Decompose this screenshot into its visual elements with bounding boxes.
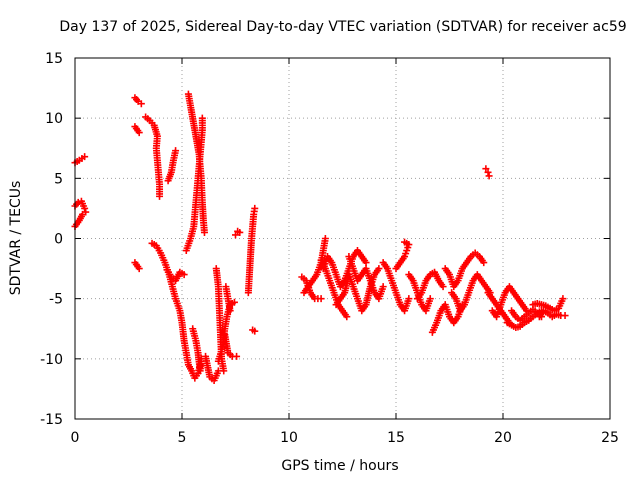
data-point	[251, 327, 259, 335]
data-point	[200, 228, 208, 236]
tick-labels: 0 5 10 15 20 25 -15 -10 -5 0 5 10 15	[40, 51, 619, 446]
x-tick-label: 15	[387, 430, 405, 446]
data-point	[135, 265, 143, 273]
grid	[75, 58, 610, 419]
y-tick-label: 0	[54, 232, 63, 248]
data-point	[230, 298, 238, 306]
y-tick-label: 15	[45, 51, 63, 67]
data-points	[71, 90, 569, 384]
data-point	[81, 153, 89, 161]
data-point	[321, 235, 329, 242]
data-point	[74, 198, 82, 206]
x-axis-label: GPS time / hours	[281, 458, 398, 474]
data-point	[401, 238, 409, 246]
data-point	[317, 295, 325, 303]
data-point	[226, 307, 234, 315]
data-point	[375, 265, 383, 273]
data-point	[362, 259, 370, 267]
data-point	[236, 228, 244, 236]
y-tick-label: -15	[40, 412, 63, 428]
data-point	[484, 168, 492, 176]
x-tick-label: 25	[601, 430, 619, 446]
data-point	[198, 114, 206, 122]
data-point	[405, 295, 413, 303]
data-point	[232, 231, 239, 239]
data-point	[180, 271, 188, 279]
axis-ticks	[74, 57, 611, 420]
data-point	[137, 100, 145, 108]
data-point	[343, 313, 351, 321]
data-point	[379, 283, 387, 291]
data-point	[81, 204, 89, 212]
chart-title: Day 137 of 2025, Sidereal Day-to-day VTE…	[59, 19, 626, 35]
data-point	[561, 312, 569, 320]
y-tick-label: 5	[54, 171, 63, 187]
data-point	[251, 204, 259, 212]
data-point	[220, 367, 228, 375]
data-point	[482, 165, 490, 173]
data-point	[559, 295, 567, 303]
x-tick-label: 20	[494, 430, 512, 446]
y-tick-label: 10	[45, 111, 63, 127]
data-point	[233, 352, 241, 360]
y-axis-label: SDTVAR / TECUs	[8, 181, 24, 296]
data-point	[426, 295, 434, 303]
data-point	[480, 259, 488, 267]
x-tick-label: 5	[178, 430, 187, 446]
data-point	[172, 147, 180, 155]
data-point	[485, 172, 493, 180]
data-point	[439, 283, 447, 291]
data-point	[82, 208, 90, 216]
y-tick-label: -5	[49, 292, 63, 308]
data-point	[156, 192, 164, 200]
x-tick-label: 10	[280, 430, 298, 446]
y-tick-label: -10	[40, 352, 63, 368]
x-tick-label: 0	[71, 430, 80, 446]
data-point	[135, 129, 143, 137]
